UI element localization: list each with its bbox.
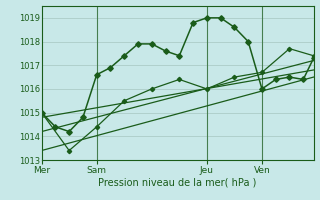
X-axis label: Pression niveau de la mer( hPa ): Pression niveau de la mer( hPa )	[99, 177, 257, 187]
